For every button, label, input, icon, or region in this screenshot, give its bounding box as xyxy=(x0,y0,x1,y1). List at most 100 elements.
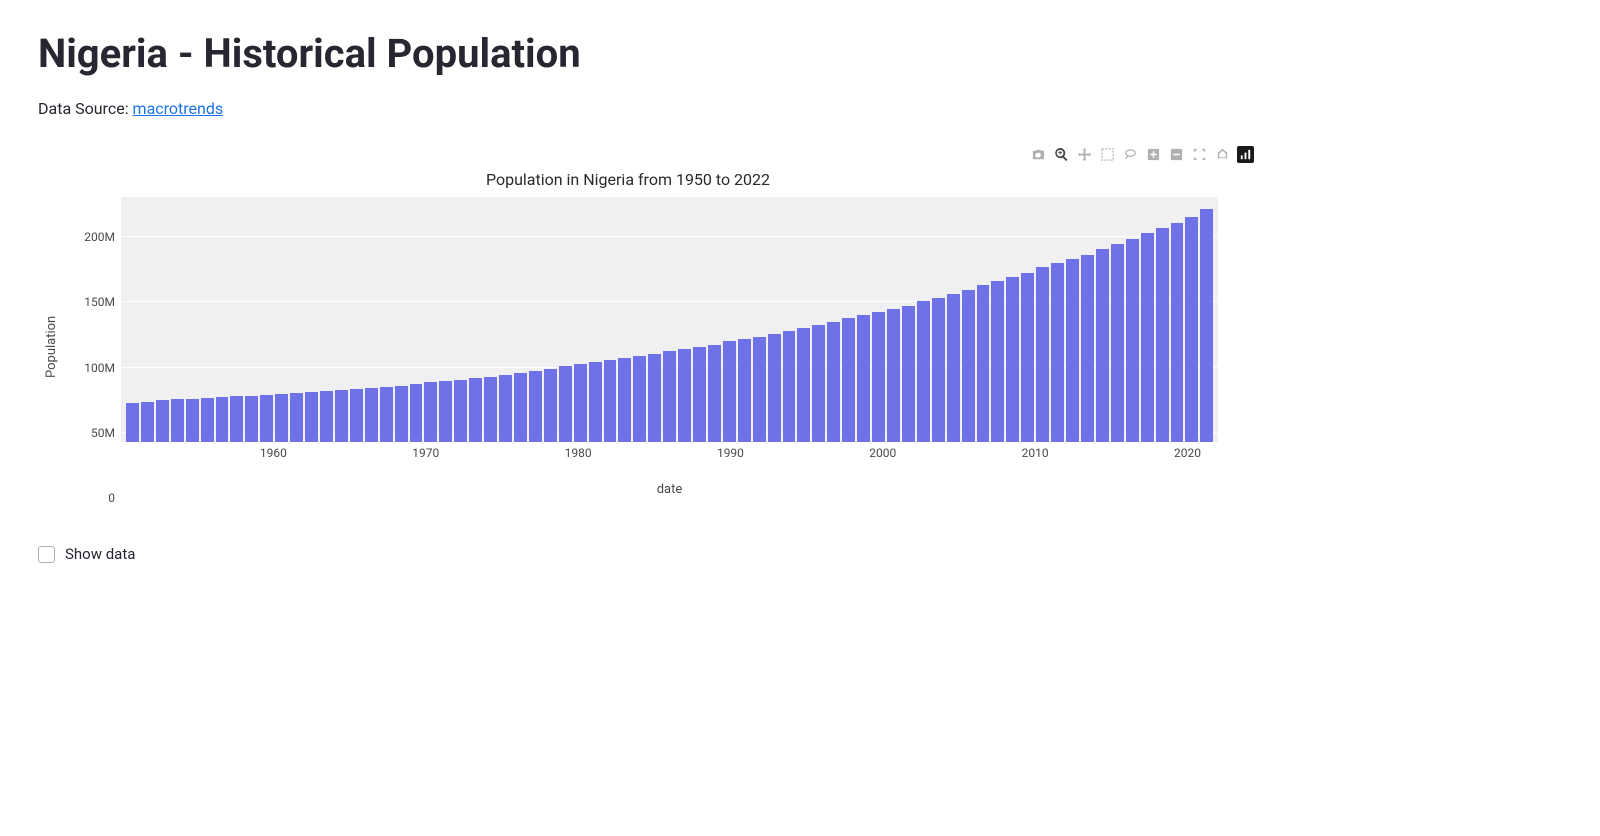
reset-axes-icon[interactable] xyxy=(1214,146,1231,163)
box-select-icon[interactable] xyxy=(1099,146,1116,163)
bar[interactable] xyxy=(484,377,497,442)
bar[interactable] xyxy=(1096,249,1109,442)
x-tick-label: 1970 xyxy=(412,446,439,460)
bar[interactable] xyxy=(633,356,646,442)
bar[interactable] xyxy=(424,382,437,442)
bar[interactable] xyxy=(618,358,631,442)
plotly-toolbar xyxy=(1030,146,1254,163)
plot-area[interactable] xyxy=(121,197,1218,442)
bar[interactable] xyxy=(932,298,945,442)
bar[interactable] xyxy=(574,364,587,442)
bar[interactable] xyxy=(604,360,617,442)
zoom-in-icon[interactable] xyxy=(1145,146,1162,163)
bar[interactable] xyxy=(186,399,199,442)
bar[interactable] xyxy=(380,387,393,442)
bar[interactable] xyxy=(738,339,751,442)
y-tick-label: 150M xyxy=(84,295,115,309)
bar[interactable] xyxy=(753,337,766,442)
bar[interactable] xyxy=(544,369,557,443)
bar[interactable] xyxy=(783,331,796,442)
bar[interactable] xyxy=(395,386,408,442)
bar[interactable] xyxy=(902,306,915,442)
bar[interactable] xyxy=(230,396,243,442)
y-tick-label: 100M xyxy=(84,361,115,375)
bar[interactable] xyxy=(708,345,721,442)
bar[interactable] xyxy=(1036,267,1049,442)
zoom-icon[interactable] xyxy=(1053,146,1070,163)
x-tick-label: 1980 xyxy=(565,446,592,460)
bar[interactable] xyxy=(320,391,333,442)
bar[interactable] xyxy=(201,398,214,442)
bar[interactable] xyxy=(768,334,781,442)
bar[interactable] xyxy=(469,378,482,442)
bar[interactable] xyxy=(1141,233,1154,442)
bar[interactable] xyxy=(275,394,288,442)
bar[interactable] xyxy=(1156,228,1169,442)
x-tick-label: 1960 xyxy=(260,446,287,460)
bar[interactable] xyxy=(887,309,900,442)
bar[interactable] xyxy=(216,397,229,442)
bar[interactable] xyxy=(350,389,363,442)
bar[interactable] xyxy=(1126,239,1139,442)
bar[interactable] xyxy=(1171,223,1184,442)
bar[interactable] xyxy=(499,375,512,442)
bar[interactable] xyxy=(648,354,661,442)
bar[interactable] xyxy=(1111,244,1124,442)
bar[interactable] xyxy=(365,388,378,442)
bar[interactable] xyxy=(857,315,870,442)
x-tick-label: 1990 xyxy=(717,446,744,460)
bar[interactable] xyxy=(171,399,184,442)
bar[interactable] xyxy=(678,349,691,442)
y-tick-label: 50M xyxy=(91,426,115,440)
bar[interactable] xyxy=(947,294,960,442)
chart-container: Population in Nigeria from 1950 to 2022 … xyxy=(38,146,1218,497)
bar[interactable] xyxy=(141,402,154,442)
y-tick-label: 200M xyxy=(84,230,115,244)
bar[interactable] xyxy=(335,390,348,442)
bar[interactable] xyxy=(589,362,602,442)
bar[interactable] xyxy=(812,325,825,442)
show-data-checkbox[interactable] xyxy=(38,546,55,563)
bar[interactable] xyxy=(1051,263,1064,442)
bar[interactable] xyxy=(559,366,572,442)
pan-icon[interactable] xyxy=(1076,146,1093,163)
bar[interactable] xyxy=(529,371,542,442)
bar[interactable] xyxy=(872,312,885,442)
bar[interactable] xyxy=(1006,277,1019,442)
plotly-logo-icon[interactable] xyxy=(1237,146,1254,163)
bar[interactable] xyxy=(842,318,855,442)
bar[interactable] xyxy=(962,290,975,442)
bar[interactable] xyxy=(723,341,736,442)
data-source-link[interactable]: macrotrends xyxy=(133,99,224,118)
y-tick-label: 0 xyxy=(108,491,115,505)
bar[interactable] xyxy=(977,285,990,442)
bar[interactable] xyxy=(797,328,810,442)
bar[interactable] xyxy=(454,380,467,442)
page-title: Nigeria - Historical Population xyxy=(38,30,1562,77)
data-source-prefix: Data Source: xyxy=(38,99,133,118)
bar[interactable] xyxy=(439,381,452,442)
bar[interactable] xyxy=(663,351,676,442)
camera-icon[interactable] xyxy=(1030,146,1047,163)
bar[interactable] xyxy=(1066,259,1079,442)
bar[interactable] xyxy=(126,403,139,442)
bar[interactable] xyxy=(290,393,303,442)
bar[interactable] xyxy=(693,347,706,442)
bar[interactable] xyxy=(156,400,169,442)
bar[interactable] xyxy=(1021,273,1034,442)
bar[interactable] xyxy=(1185,217,1198,442)
zoom-out-icon[interactable] xyxy=(1168,146,1185,163)
lasso-select-icon[interactable] xyxy=(1122,146,1139,163)
bar[interactable] xyxy=(245,396,258,442)
autoscale-icon[interactable] xyxy=(1191,146,1208,163)
x-axis-ticks: 1960197019801990200020102020 xyxy=(121,442,1218,460)
bar[interactable] xyxy=(514,373,527,442)
bar[interactable] xyxy=(305,392,318,442)
bar[interactable] xyxy=(260,395,273,442)
bar[interactable] xyxy=(991,281,1004,442)
bar[interactable] xyxy=(917,301,930,442)
bar[interactable] xyxy=(410,384,423,442)
bar[interactable] xyxy=(827,322,840,442)
bar[interactable] xyxy=(1081,255,1094,442)
bar[interactable] xyxy=(1200,209,1213,442)
